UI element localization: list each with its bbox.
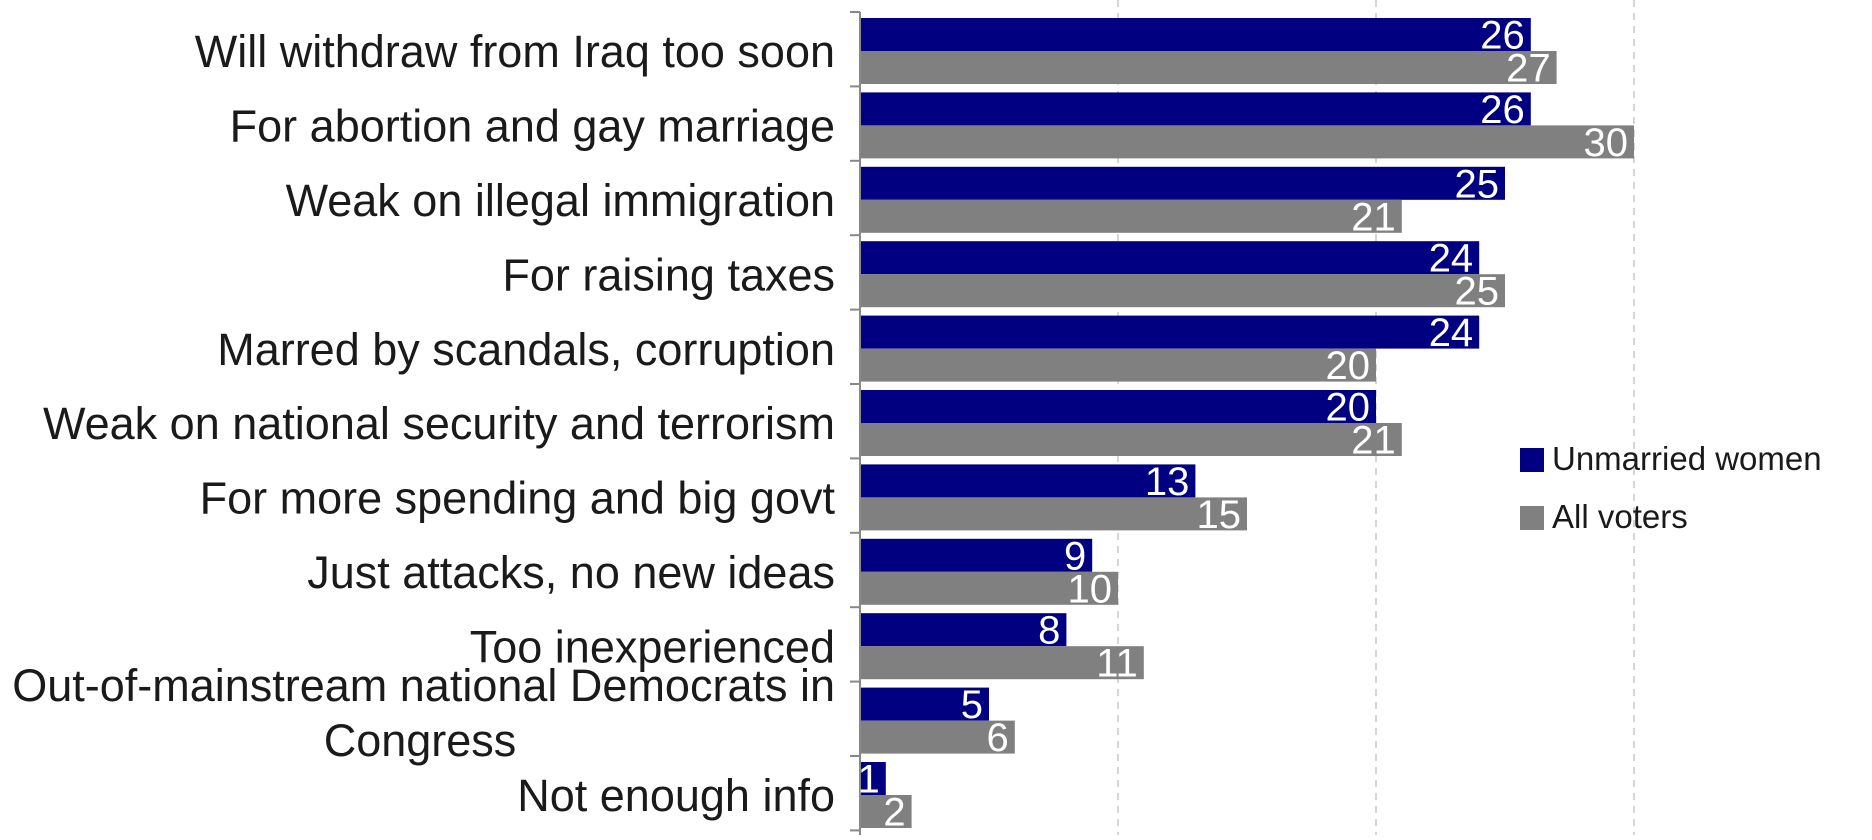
category-label: For abortion and gay marriage: [230, 101, 835, 152]
data-label: 26: [1480, 14, 1525, 58]
category-label: Weak on national security and terrorism: [43, 398, 835, 449]
legend-swatch: [1520, 506, 1544, 530]
category-label: Out-of-mainstream national Democrats in C…: [12, 660, 835, 766]
bar-unmarried-women: [860, 464, 1196, 498]
bar-all-voters: [860, 348, 1376, 382]
bar-unmarried-women: [860, 18, 1531, 51]
bar-unmarried-women: [860, 762, 886, 795]
bar-unmarried-women: [860, 538, 1093, 572]
legend-swatch: [1520, 448, 1544, 472]
data-label: 20: [1326, 386, 1371, 430]
bar-all-voters: [860, 51, 1557, 84]
category-label-line: Out-of-mainstream national Democrats in: [12, 660, 835, 711]
bar-all-voters: [860, 125, 1634, 159]
data-label: 9: [1064, 534, 1086, 578]
category-label: For raising taxes: [502, 249, 835, 300]
bar-unmarried-women: [860, 315, 1480, 349]
data-label: 21: [1351, 195, 1396, 239]
data-label: 25: [1455, 270, 1500, 314]
legend-label: All voters: [1552, 498, 1688, 535]
category-label: Will withdraw from Iraq too soon: [195, 26, 835, 77]
bar-unmarried-women: [860, 92, 1531, 126]
bar-all-voters: [860, 423, 1402, 456]
bar-unmarried-women: [860, 613, 1067, 647]
legend: Unmarried women All voters: [1520, 440, 1822, 535]
data-label: 15: [1197, 493, 1242, 537]
category-label: Too inexperienced: [470, 621, 835, 672]
bar-unmarried-women: [860, 166, 1505, 200]
data-label: 8: [1038, 609, 1060, 653]
bar-all-voters: [860, 274, 1505, 308]
data-label: 26: [1480, 88, 1525, 132]
data-label: 13: [1145, 460, 1190, 504]
legend-label: Unmarried women: [1552, 440, 1822, 477]
bars: [860, 18, 1634, 828]
data-label: 11: [1096, 642, 1138, 686]
bar-all-voters: [860, 571, 1118, 605]
data-label: 2: [883, 791, 905, 835]
data-label: 5: [961, 683, 983, 727]
bar-unmarried-women: [860, 687, 989, 721]
bar-all-voters: [860, 199, 1402, 233]
bar-unmarried-women: [860, 241, 1480, 275]
category-label-line: Congress: [324, 715, 517, 766]
category-labels: Will withdraw from Iraq too soon For abor…: [12, 26, 835, 821]
bar-unmarried-women: [860, 390, 1376, 423]
bar-all-voters: [860, 646, 1144, 680]
category-label: Marred by scandals, corruption: [217, 324, 835, 375]
bar-all-voters: [860, 795, 912, 828]
bar-all-voters: [860, 720, 1015, 754]
data-label: 20: [1326, 344, 1371, 388]
category-label: For more spending and big govt: [200, 473, 836, 524]
category-label: Not enough info: [517, 770, 835, 821]
category-label: Just attacks, no new ideas: [307, 547, 835, 598]
data-label: 21: [1351, 419, 1396, 463]
bar-all-voters: [860, 497, 1247, 531]
data-label: 25: [1455, 162, 1500, 206]
data-label: 24: [1429, 311, 1474, 355]
data-label: 6: [987, 716, 1009, 760]
category-axis: [850, 11, 861, 835]
category-label: Weak on illegal immigration: [286, 175, 835, 226]
data-label: 1: [858, 758, 880, 802]
data-label: 30: [1584, 121, 1629, 165]
data-label: 27: [1506, 47, 1551, 91]
data-label: 10: [1068, 567, 1113, 611]
data-label: 24: [1429, 237, 1474, 281]
